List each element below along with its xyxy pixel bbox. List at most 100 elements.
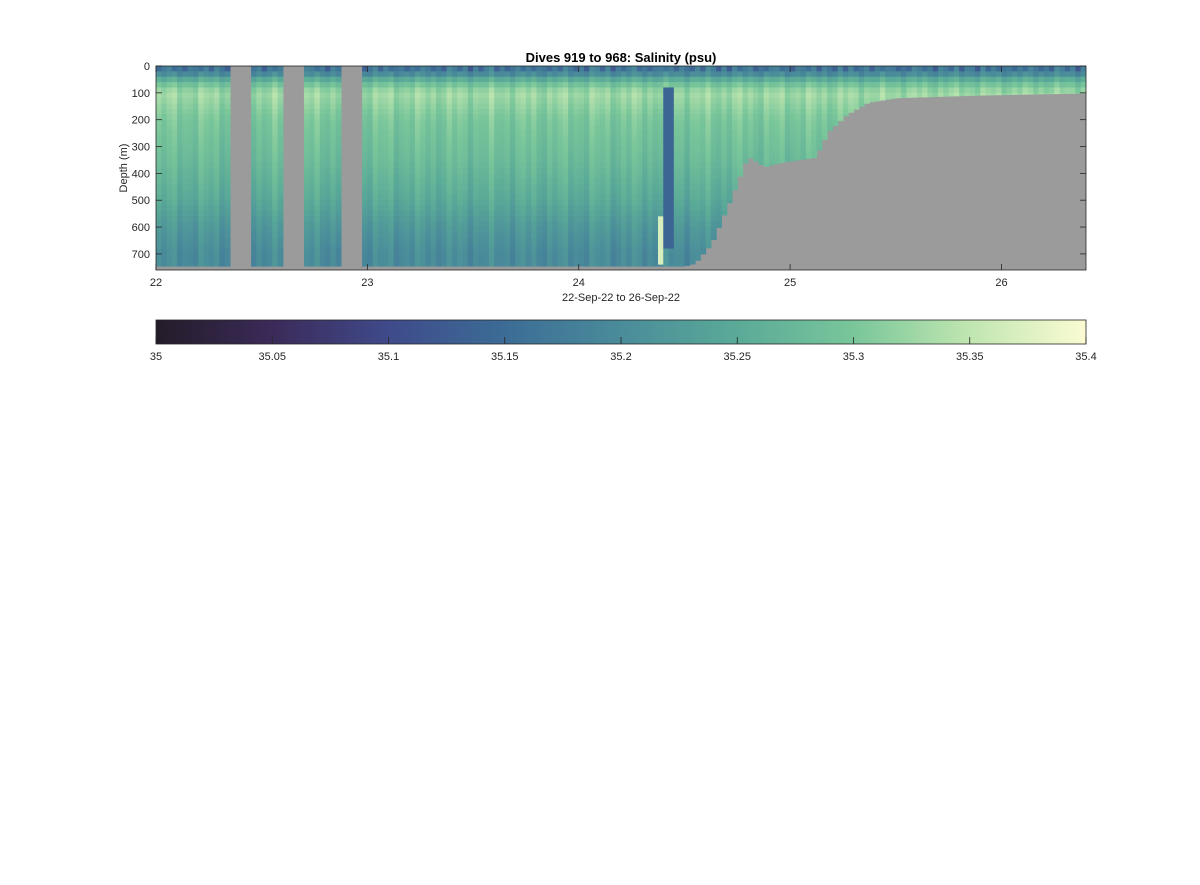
salinity-cell (525, 114, 532, 121)
salinity-cell (636, 243, 643, 250)
salinity-cell (525, 103, 532, 110)
salinity-cell (510, 108, 516, 115)
salinity-cell (552, 141, 559, 148)
salinity-cell (335, 210, 342, 217)
salinity-cell (1043, 92, 1050, 95)
salinity-cell (430, 216, 437, 223)
salinity-cell (451, 259, 458, 266)
salinity-cell (208, 135, 215, 142)
salinity-cell (615, 248, 622, 255)
salinity-cell (679, 157, 686, 164)
profile-column (462, 66, 469, 267)
salinity-cell (314, 221, 321, 228)
salinity-cell (578, 130, 585, 137)
salinity-cell (330, 103, 337, 110)
salinity-cell (499, 184, 506, 191)
salinity-cell (303, 162, 310, 169)
salinity-cell (303, 178, 310, 185)
salinity-cell (488, 194, 495, 201)
salinity-cell (531, 259, 538, 266)
salinity-cell (430, 243, 437, 250)
profile-column (457, 66, 464, 267)
salinity-cell (367, 173, 374, 180)
salinity-cell (599, 184, 606, 191)
profile-column (161, 66, 168, 267)
profile-column (869, 66, 876, 103)
salinity-cell (594, 146, 601, 153)
salinity-cell (494, 243, 501, 250)
salinity-cell (541, 98, 548, 105)
salinity-cell (652, 248, 659, 255)
salinity-cell (710, 173, 717, 180)
salinity-cell (737, 162, 744, 169)
salinity-cell (314, 232, 321, 239)
salinity-cell (309, 237, 316, 244)
salinity-cell (261, 248, 268, 255)
salinity-cell (636, 194, 643, 201)
salinity-cell (552, 66, 559, 72)
profile-column (916, 66, 923, 98)
salinity-cell (473, 253, 479, 260)
salinity-cell (261, 103, 268, 110)
colorbar-tick-label: 35.3 (843, 351, 864, 363)
salinity-cell (932, 82, 939, 89)
salinity-cell (621, 184, 627, 191)
salinity-cell (467, 119, 474, 126)
profile-column (938, 66, 944, 97)
salinity-cell (520, 66, 527, 72)
salinity-cell (436, 221, 442, 228)
salinity-cell (277, 227, 284, 234)
salinity-cell (462, 189, 469, 196)
salinity-cell (578, 232, 585, 239)
salinity-cell (790, 141, 796, 148)
salinity-cell (383, 125, 390, 132)
salinity-cell (763, 135, 770, 142)
salinity-cell (716, 221, 722, 228)
salinity-cell (177, 259, 184, 266)
salinity-cell (737, 135, 744, 142)
salinity-cell (314, 162, 321, 169)
salinity-cell (192, 114, 199, 121)
salinity-cell (721, 146, 728, 153)
profile-column (848, 66, 855, 113)
salinity-cell (441, 130, 448, 137)
salinity-cell (462, 125, 469, 132)
salinity-cell (652, 108, 659, 115)
salinity-cell (367, 151, 374, 158)
profile-column (367, 66, 374, 267)
profile-column (166, 66, 173, 267)
salinity-cell (436, 71, 442, 78)
salinity-cell (647, 248, 654, 255)
colorbar: 35 35.05 35.1 35.15 35.2 35.25 35.3 35.35 35.4 (150, 319, 1097, 363)
salinity-cell (256, 205, 263, 212)
salinity-cell (684, 119, 691, 126)
salinity-cell (325, 114, 331, 121)
salinity-cell (319, 66, 326, 72)
profile-column (922, 66, 929, 98)
salinity-cell (214, 232, 221, 239)
salinity-cell (578, 76, 585, 83)
salinity-cell (594, 119, 601, 126)
salinity-cell (763, 98, 770, 105)
salinity-cell (515, 200, 522, 207)
salinity-cell (219, 216, 226, 223)
salinity-cell (161, 205, 168, 212)
salinity-cell (1064, 87, 1071, 94)
salinity-cell (214, 248, 221, 255)
salinity-cell (578, 200, 585, 207)
salinity-cell (642, 125, 649, 132)
salinity-cell (256, 184, 263, 191)
salinity-cell (758, 135, 765, 142)
salinity-cell (303, 173, 310, 180)
salinity-cell (430, 76, 437, 83)
salinity-cell (541, 264, 548, 267)
salinity-cell (610, 205, 617, 212)
salinity-cell (525, 135, 532, 142)
salinity-cell (610, 162, 617, 169)
salinity-cell (256, 108, 263, 115)
salinity-cell (1001, 76, 1008, 83)
salinity-cell (647, 130, 654, 137)
salinity-cell (753, 92, 759, 99)
salinity-cell (642, 108, 649, 115)
salinity-cell (636, 259, 643, 266)
